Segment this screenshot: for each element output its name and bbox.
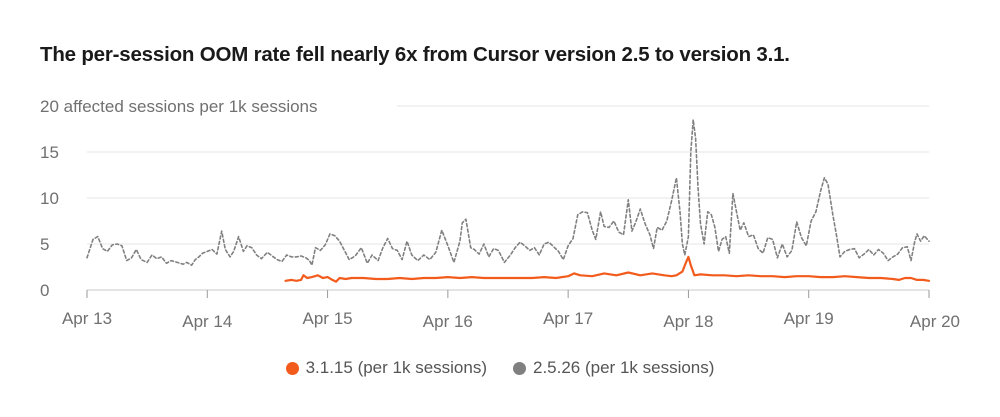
x-tick-label: Apr 13	[62, 309, 112, 328]
series-line-2-5-26	[86, 119, 930, 266]
series-line-3-1-15	[284, 255, 931, 283]
legend: 3.1.15 (per 1k sessions) 2.5.26 (per 1k …	[0, 358, 1000, 378]
legend-swatch-2-5-26	[513, 361, 526, 375]
legend-swatch-3-1-15	[285, 361, 299, 375]
legend-label-2-5-26: 2.5.26 (per 1k sessions)	[533, 358, 715, 377]
legend-label-3-1-15: 3.1.15 (per 1k sessions)	[305, 358, 487, 377]
legend-item-3-1-15[interactable]: 3.1.15 (per 1k sessions)	[285, 358, 487, 378]
y-tick-label: 5	[40, 235, 49, 254]
x-tick-label: Apr 14	[182, 312, 232, 331]
series-lines	[86, 119, 931, 283]
y-tick-label: 10	[40, 189, 59, 208]
y-axis: 20 affected sessions per 1k sessions 15 10…	[40, 97, 318, 300]
gridlines	[87, 105, 929, 291]
x-tick-label: Apr 15	[303, 309, 353, 328]
y-tick-label: 15	[40, 143, 59, 162]
y-tick-label: 20 affected sessions per 1k sessions	[40, 97, 318, 116]
legend-item-2-5-26[interactable]: 2.5.26 (per 1k sessions)	[513, 358, 714, 378]
x-tick-label: Apr 19	[784, 309, 834, 328]
x-tick-label: Apr 20	[910, 312, 960, 331]
x-tick-label: Apr 18	[663, 312, 713, 331]
x-axis: Apr 13 Apr 14 Apr 15 Apr 16 Apr 17 Apr 18 Apr …	[62, 290, 960, 331]
x-tick-label: Apr 17	[543, 309, 593, 328]
y-tick-label: 0	[40, 281, 49, 300]
x-tick-label: Apr 16	[423, 312, 473, 331]
chart-title: The per-session OOM rate fell nearly 6x …	[40, 43, 790, 66]
